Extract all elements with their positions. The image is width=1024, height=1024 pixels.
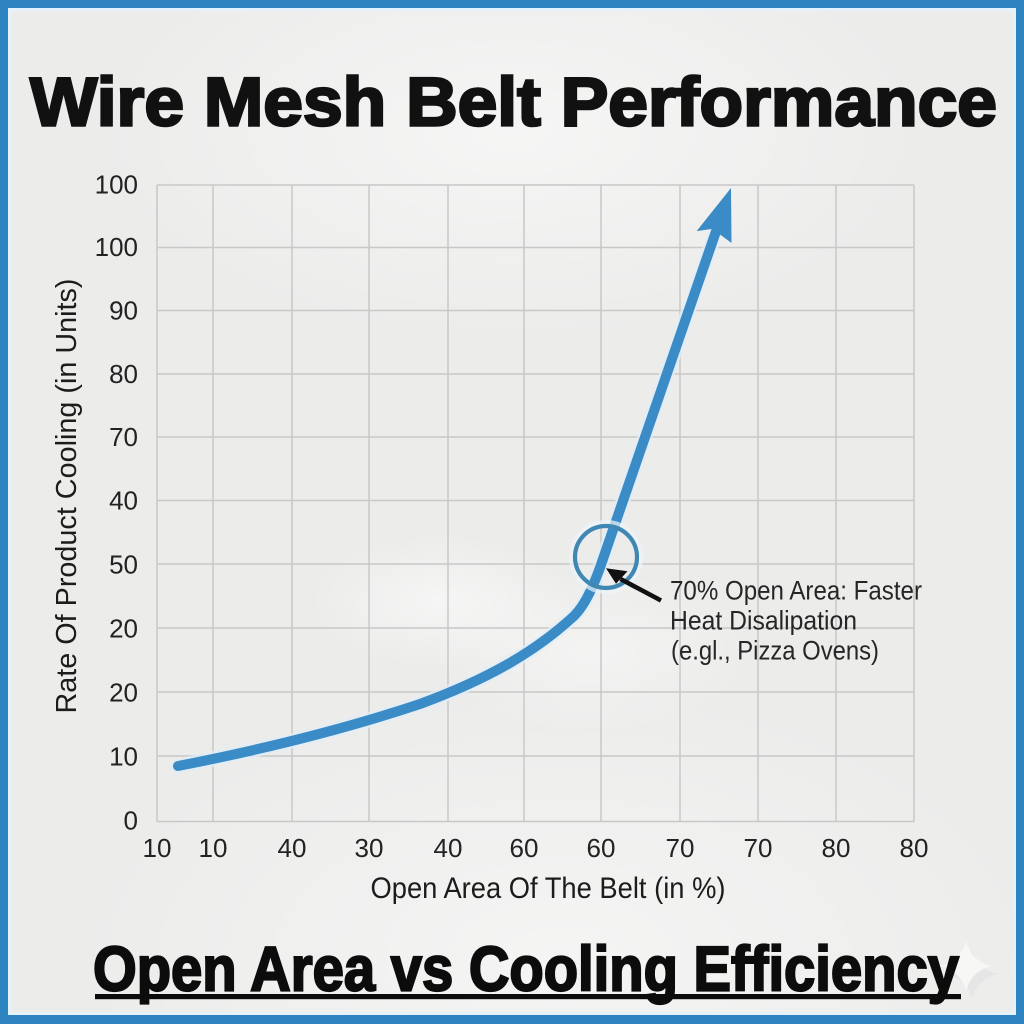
svg-text:80: 80 (822, 833, 851, 863)
svg-text:20: 20 (109, 678, 138, 708)
svg-text:70: 70 (666, 833, 695, 863)
svg-text:20: 20 (109, 614, 138, 644)
svg-text:60: 60 (510, 833, 539, 863)
svg-text:Heat Disalipation: Heat Disalipation (670, 606, 857, 636)
svg-text:10: 10 (143, 833, 172, 863)
svg-text:30: 30 (355, 833, 384, 863)
svg-text:(e.gl., Pizza Ovens): (e.gl., Pizza Ovens) (671, 636, 879, 666)
svg-text:100: 100 (95, 170, 138, 200)
svg-text:Wire Mesh Belt Performance: Wire Mesh Belt Performance (30, 64, 997, 141)
svg-text:10: 10 (199, 833, 228, 863)
svg-text:40: 40 (434, 833, 463, 863)
svg-text:90: 90 (109, 296, 138, 326)
svg-text:40: 40 (109, 486, 138, 516)
svg-text:70% Open Area: Faster: 70% Open Area: Faster (670, 576, 922, 606)
svg-text:60: 60 (587, 833, 616, 863)
svg-text:70: 70 (109, 422, 138, 452)
svg-text:50: 50 (109, 550, 138, 580)
svg-text:0: 0 (124, 806, 138, 836)
svg-text:10: 10 (109, 742, 138, 772)
svg-text:Rate Of Product Cooling (in Un: Rate Of Product Cooling (in Units) (51, 279, 83, 714)
svg-text:Open Area vs Cooling Efficienc: Open Area vs Cooling Efficiency (93, 935, 959, 1005)
svg-text:Open Area Of The Belt (in %): Open Area Of The Belt (in %) (371, 872, 726, 905)
svg-text:100: 100 (95, 232, 138, 262)
svg-text:80: 80 (900, 833, 929, 863)
svg-text:40: 40 (278, 833, 307, 863)
svg-text:80: 80 (109, 359, 138, 389)
svg-text:70: 70 (744, 833, 773, 863)
